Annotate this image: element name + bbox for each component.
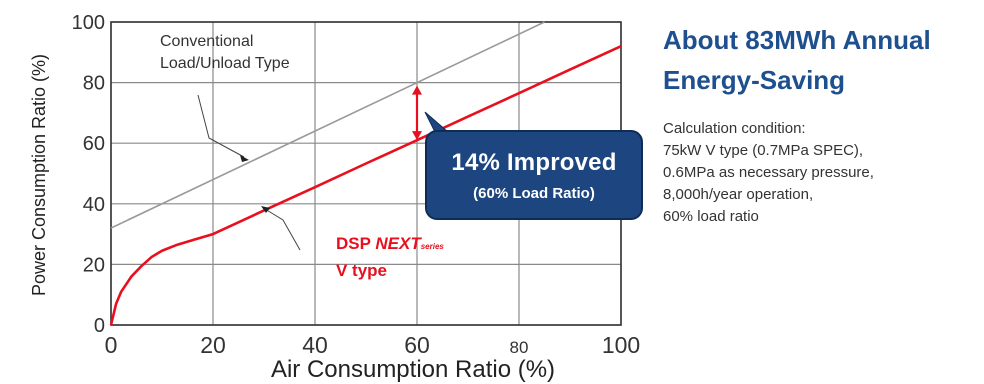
calc-line: 0.6MPa as necessary pressure,: [663, 164, 874, 181]
y-tick-label: 100: [72, 12, 105, 34]
tick-labels: 0 20 40 60 80 100 0 20 40 60 80 100: [72, 12, 641, 358]
calc-line: 75kW V type (0.7MPa SPEC),: [663, 142, 864, 159]
series-line-conventional: [110, 21, 545, 229]
series-lines: [109, 21, 622, 326]
callout-main-text: 14% Improved: [451, 149, 617, 176]
legend-conventional-line2: Load/Unload Type: [160, 55, 290, 72]
x-tick-label: 60: [404, 332, 430, 358]
leader-line-conventional: [197, 94, 245, 158]
legend-dsp: DSP NEXTseries V type: [336, 232, 444, 283]
x-tick-label: 40: [302, 332, 328, 358]
title-line-2: Energy-Saving: [663, 65, 846, 95]
legend-dsp-line2: V type: [336, 261, 388, 280]
legend-conventional-line1: Conventional: [160, 33, 254, 50]
calc-line: 8,000h/year operation,: [663, 186, 814, 203]
y-tick-label: 60: [83, 133, 105, 155]
y-tick-label: 20: [83, 254, 105, 276]
y-tick-label: 0: [94, 315, 105, 337]
x-tick-label: 80: [510, 338, 529, 357]
y-tick-label: 80: [83, 73, 105, 95]
legend-dsp-suffix: series: [420, 242, 444, 251]
x-tick-label: 0: [105, 332, 118, 358]
leader-line-dsp: [264, 208, 301, 251]
calc-line: Calculation condition:: [663, 120, 806, 137]
leader-arrow-conventional: [240, 155, 249, 162]
improvement-arrow-head-top: [412, 85, 422, 95]
x-tick-label: 100: [602, 332, 640, 358]
x-tick-label: 20: [200, 332, 226, 358]
y-axis-label: Power Consumption Ratio (%): [29, 54, 49, 296]
calc-line: 60% load ratio: [663, 208, 759, 225]
callout-sub-text: (60% Load Ratio): [473, 185, 595, 202]
legend-conventional: Conventional Load/Unload Type: [160, 31, 290, 75]
energy-saving-title: About 83MWh Annual Energy-Saving: [663, 20, 978, 100]
legend-dsp-line1: DSP NEXTseries: [336, 232, 444, 259]
improvement-arrow-head-bottom: [412, 131, 422, 141]
title-line-1: About 83MWh Annual: [663, 25, 931, 55]
series-line-dsp: [109, 45, 622, 326]
leader-arrow-dsp: [261, 206, 270, 213]
calculation-conditions: Calculation condition: 75kW V type (0.7M…: [663, 118, 981, 228]
legend-dsp-brand: NEXT: [375, 234, 421, 253]
y-tick-label: 40: [83, 194, 105, 216]
x-axis-label: Air Consumption Ratio (%): [271, 356, 555, 383]
improvement-callout: 14% Improved (60% Load Ratio): [425, 130, 643, 220]
legend-dsp-prefix: DSP: [336, 234, 376, 253]
